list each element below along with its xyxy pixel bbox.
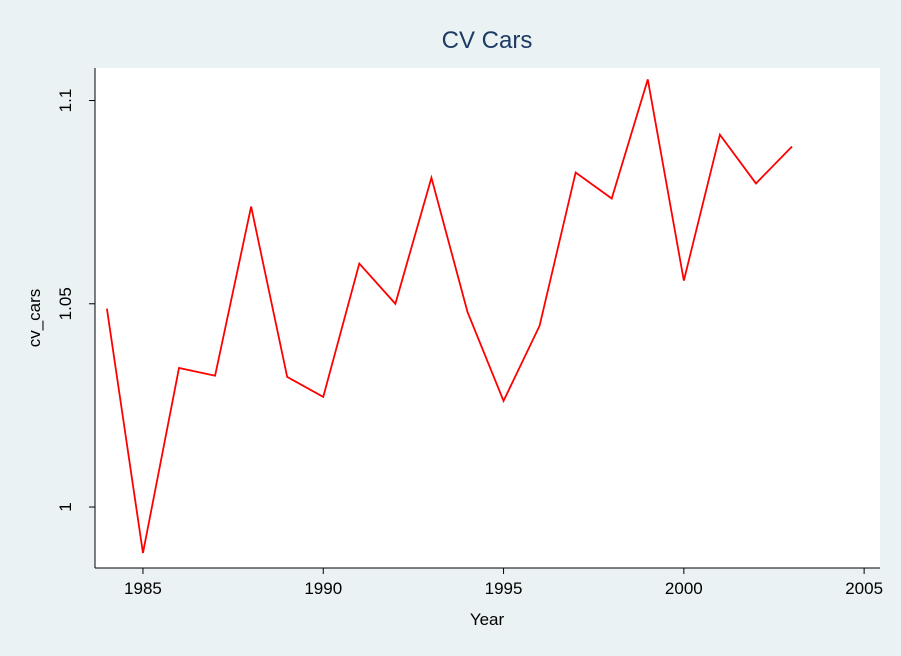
x-tick-label: 1985 [124, 579, 162, 598]
x-tick-label: 1990 [304, 579, 342, 598]
y-tick-label: 1.1 [56, 89, 75, 113]
x-tick-label: 1995 [485, 579, 523, 598]
chart-title: CV Cars [442, 27, 533, 54]
x-tick-label: 2005 [845, 579, 883, 598]
y-tick-label: 1.05 [56, 287, 75, 320]
y-axis-label: cv_cars [25, 289, 44, 348]
plot-area [95, 68, 880, 568]
y-tick-label: 1 [56, 502, 75, 511]
x-axis-label: Year [470, 610, 505, 629]
data-line [106, 79, 793, 554]
x-tick-label: 2000 [665, 579, 703, 598]
